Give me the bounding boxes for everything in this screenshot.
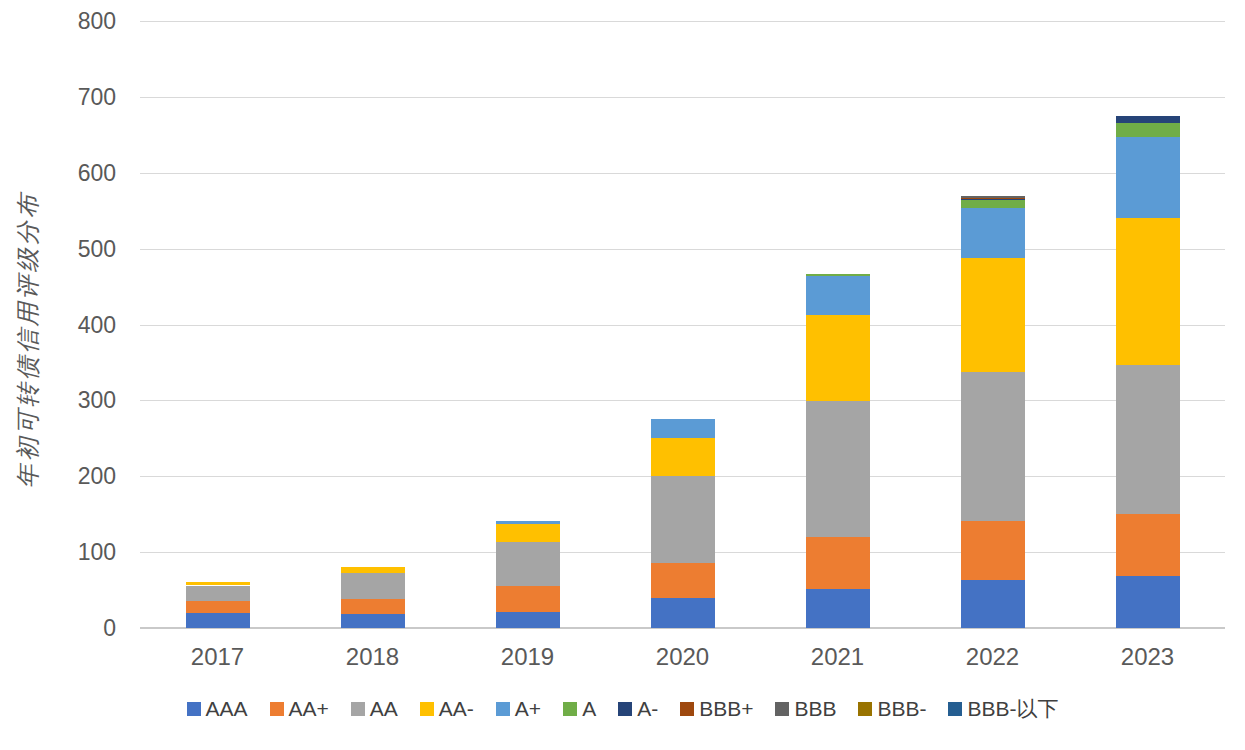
y-tick-label-800: 800: [38, 10, 116, 33]
y-axis-title: 年初可转债信用评级分布: [12, 190, 44, 490]
legend-swatch-icon: [858, 702, 872, 716]
x-tick-label-2018: 2018: [313, 645, 433, 669]
bar-segment-2018-AAA: [341, 614, 405, 628]
x-tick-label-2020: 2020: [623, 645, 743, 669]
bar-segment-2018-AA: [341, 573, 405, 600]
bar-segment-2021-AA-: [806, 315, 870, 401]
x-tick-label-2023: 2023: [1088, 645, 1208, 669]
bar-segment-2017-AA: [186, 586, 250, 602]
bar-segment-2023-A: [1116, 123, 1180, 137]
legend-label: BBB: [794, 698, 836, 719]
legend-swatch-icon: [496, 702, 510, 716]
bar-segment-2019-AA+: [496, 586, 560, 612]
bar-segment-2022-AA-: [961, 258, 1025, 372]
bar-segment-2021-A+: [806, 276, 870, 315]
bar-segment-2023-A+: [1116, 137, 1180, 217]
legend-label: BBB-: [877, 698, 926, 719]
bar-segment-2018-AA-: [341, 567, 405, 572]
legend-item-BBB+: BBB+: [680, 698, 753, 719]
bar-segment-2023-A-: [1116, 116, 1180, 123]
bar-segment-2022-AA+: [961, 521, 1025, 580]
gridline-300: [140, 400, 1225, 401]
bar-segment-2020-AA+: [651, 563, 715, 598]
bar-segment-2023-AA+: [1116, 514, 1180, 575]
legend-label: A: [582, 698, 596, 719]
y-tick-label-500: 500: [38, 238, 116, 261]
gridline-500: [140, 249, 1225, 250]
bar-segment-2023-AA-: [1116, 218, 1180, 366]
legend-swatch-icon: [680, 702, 694, 716]
legend-item-AA-: AA-: [420, 698, 474, 719]
legend-label: AAA: [206, 698, 248, 719]
legend-label: AA-: [439, 698, 474, 719]
gridline-400: [140, 325, 1225, 326]
legend-item-BBB-以下: BBB-以下: [948, 698, 1058, 719]
legend: AAAAA+AAAA-A+AA-BBB+BBBBBB-BBB-以下: [0, 698, 1245, 719]
legend-item-A: A: [563, 698, 596, 719]
y-tick-label-0: 0: [38, 617, 116, 640]
bar-segment-2017-AA-: [186, 582, 250, 586]
bar-segment-2021-AA: [806, 401, 870, 537]
legend-item-BBB-: BBB-: [858, 698, 926, 719]
gridline-700: [140, 97, 1225, 98]
legend-swatch-icon: [351, 702, 365, 716]
bar-segment-2018-AA+: [341, 599, 405, 614]
legend-swatch-icon: [948, 702, 962, 716]
bar-segment-2019-AAA: [496, 612, 560, 628]
bar-segment-2022-A+: [961, 208, 1025, 259]
bar-segment-2019-AA: [496, 542, 560, 586]
legend-swatch-icon: [187, 702, 201, 716]
legend-label: AA: [370, 698, 398, 719]
x-tick-label-2022: 2022: [933, 645, 1053, 669]
chart-container: 年初可转债信用评级分布 0 100 200 300 400 500 600 700 800 20…: [0, 0, 1245, 750]
x-tick-label-2019: 2019: [468, 645, 588, 669]
legend-swatch-icon: [563, 702, 577, 716]
bar-segment-2019-AA-: [496, 524, 560, 542]
legend-label: A-: [637, 698, 658, 719]
bar-segment-2022-BBB+: [961, 198, 1025, 200]
legend-swatch-icon: [618, 702, 632, 716]
y-tick-label-200: 200: [38, 465, 116, 488]
legend-item-A-: A-: [618, 698, 658, 719]
bar-segment-2023-AA: [1116, 365, 1180, 514]
legend-swatch-icon: [420, 702, 434, 716]
bar-segment-2020-AAA: [651, 598, 715, 628]
bar-segment-2021-A: [806, 274, 870, 276]
legend-item-AA: AA: [351, 698, 398, 719]
legend-label: BBB+: [699, 698, 753, 719]
legend-item-BBB: BBB: [775, 698, 836, 719]
legend-item-A+: A+: [496, 698, 541, 719]
gridline-600: [140, 173, 1225, 174]
legend-label: BBB-以下: [967, 698, 1058, 719]
bar-segment-2020-AA: [651, 476, 715, 562]
x-tick-label-2021: 2021: [778, 645, 898, 669]
legend-item-AAA: AAA: [187, 698, 248, 719]
legend-label: A+: [515, 698, 541, 719]
bar-segment-2022-AA: [961, 372, 1025, 521]
bar-segment-2020-A+: [651, 419, 715, 438]
bar-segment-2021-AA+: [806, 537, 870, 589]
bar-segment-2023-AAA: [1116, 576, 1180, 628]
bar-segment-2020-AA-: [651, 438, 715, 477]
bar-segment-2022-BBB: [961, 196, 1025, 198]
y-tick-label-300: 300: [38, 389, 116, 412]
y-tick-label-400: 400: [38, 314, 116, 337]
x-tick-label-2017: 2017: [158, 645, 278, 669]
bar-segment-2017-AAA: [186, 613, 250, 628]
bar-segment-2022-A-: [961, 199, 1025, 200]
gridline-800: [140, 21, 1225, 22]
bar-segment-2022-A: [961, 200, 1025, 208]
legend-swatch-icon: [270, 702, 284, 716]
bar-segment-2019-A+: [496, 521, 560, 524]
legend-item-AA+: AA+: [270, 698, 329, 719]
y-tick-label-600: 600: [38, 162, 116, 185]
y-tick-label-100: 100: [38, 541, 116, 564]
bar-segment-2021-AAA: [806, 589, 870, 628]
bar-segment-2017-AA+: [186, 601, 250, 612]
legend-label: AA+: [289, 698, 329, 719]
bar-segment-2022-AAA: [961, 580, 1025, 628]
y-tick-label-700: 700: [38, 86, 116, 109]
legend-swatch-icon: [775, 702, 789, 716]
